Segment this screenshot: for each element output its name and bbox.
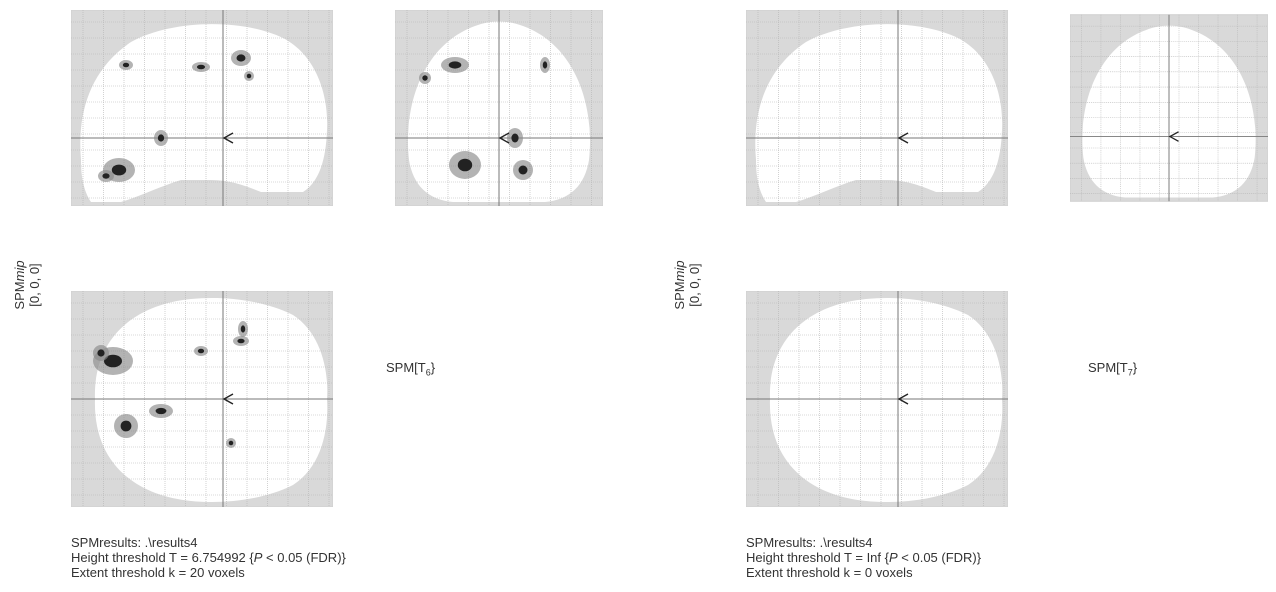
coronal-view [395,10,603,206]
stat-sub: 6 [425,367,431,378]
side-label: SPMmip [0, 0, 0] [12,225,42,345]
side-label-prefix: SPM [672,281,687,310]
coords-label: [0, 0, 0] [687,263,702,307]
stat-label: SPM[T7} [1088,360,1137,378]
axial-glass-brain [71,291,333,507]
results-text: SPMresults: .\results4 Height threshold … [746,535,981,580]
stat-suffix: } [430,360,436,375]
stat-suffix: } [1132,360,1138,375]
sagittal-view [746,10,1008,206]
coronal-glass-brain [395,10,603,206]
extent-threshold: Extent threshold k = 0 voxels [746,565,913,580]
results-text: SPMresults: .\results4 Height threshold … [71,535,346,580]
axial-glass-brain [746,291,1008,507]
axial-view [746,291,1008,507]
side-label-italic: mip [672,260,687,282]
mip-panel-left: SPMmip [0, 0, 0] SPM[T6} SPMresults: .\r… [12,10,603,580]
coronal-view [1070,10,1268,206]
height-threshold: Height threshold T = 6.754992 {P < 0.05 … [71,550,346,565]
extent-threshold: Extent threshold k = 20 voxels [71,565,245,580]
sagittal-glass-brain [746,10,1008,206]
sagittal-view [71,10,333,206]
side-label-italic: mip [12,260,27,282]
results-line: SPMresults: .\results4 [71,535,198,550]
stat-sub: 7 [1127,367,1133,378]
coords-label: [0, 0, 0] [27,263,42,307]
side-label: SPMmip [0, 0, 0] [672,225,702,345]
stat-prefix: SPM[T [386,360,426,375]
sagittal-glass-brain [71,10,333,206]
stat-label: SPM[T6} [386,360,435,378]
stat-prefix: SPM[T [1088,360,1128,375]
height-threshold: Height threshold T = Inf {P < 0.05 (FDR)… [746,550,982,565]
results-line: SPMresults: .\results4 [746,535,873,550]
mip-panel-right: SPMmip [0, 0, 0] SPM[T7} SPMresults: .\r… [640,0,1276,592]
axial-view [71,291,333,507]
side-label-prefix: SPM [12,281,27,310]
coronal-glass-brain [1070,14,1268,202]
